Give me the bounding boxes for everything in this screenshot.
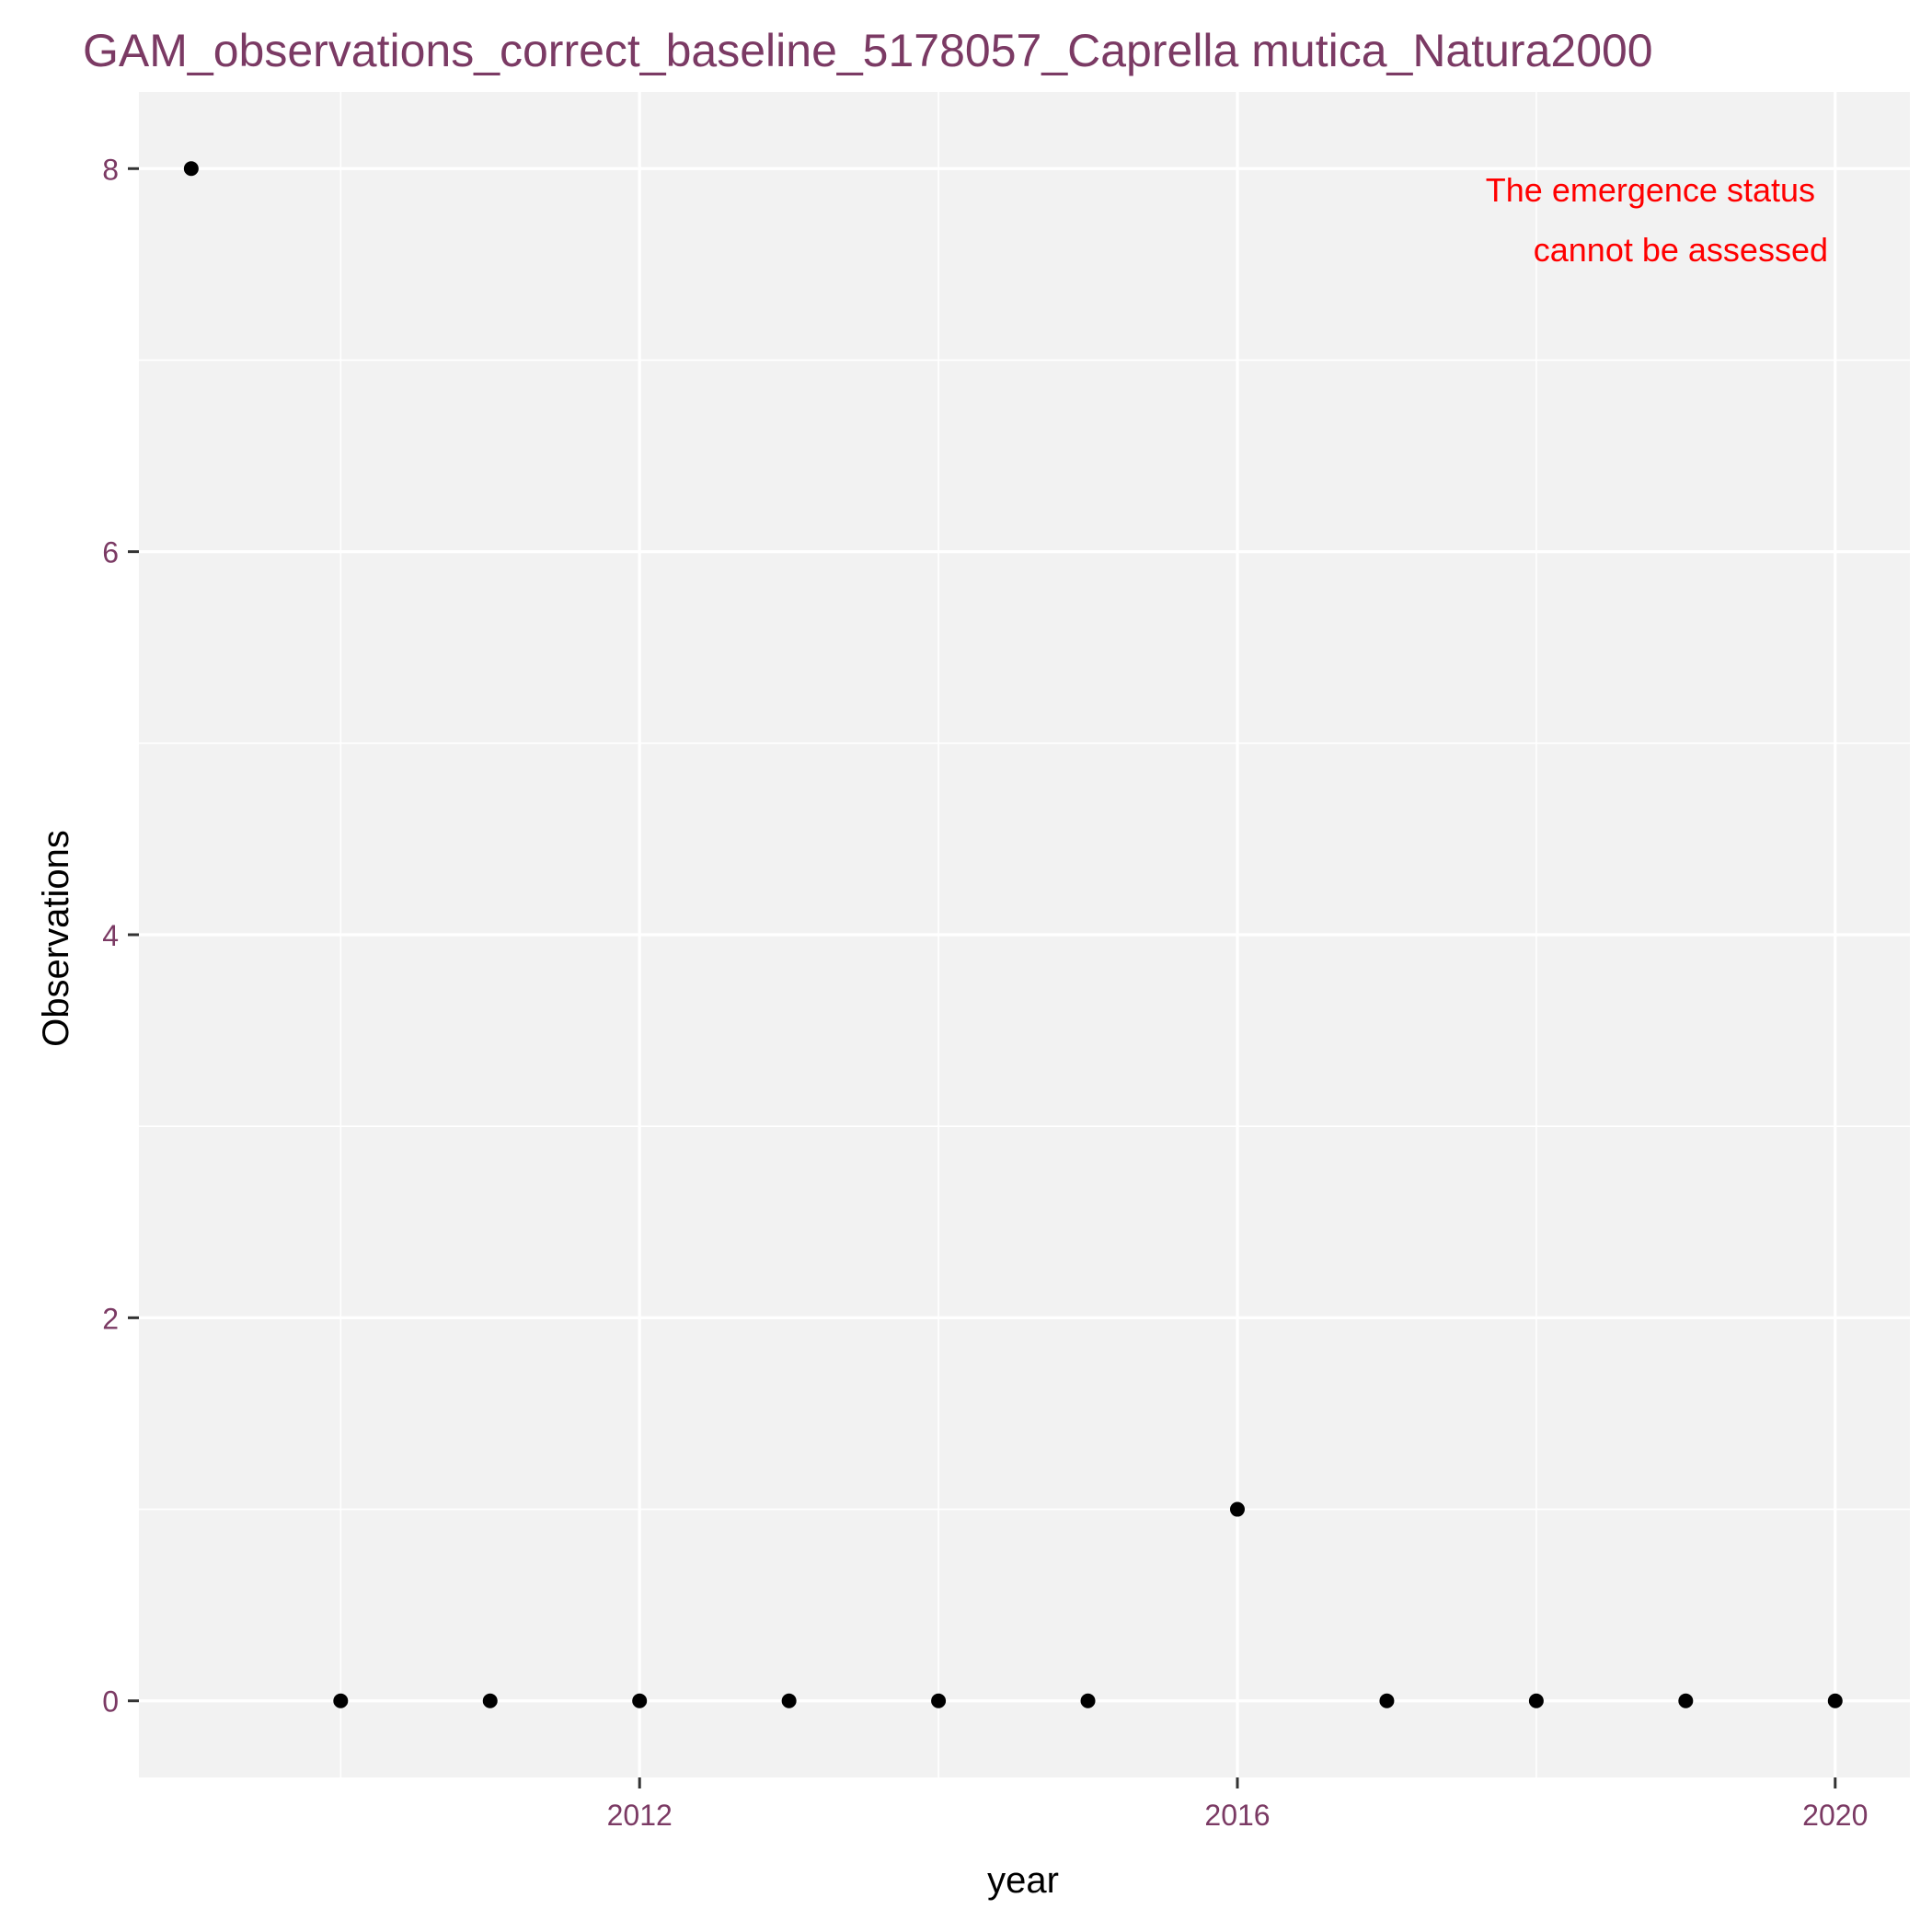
- data-point-5: [931, 1693, 947, 1708]
- major-gridlines: [139, 92, 1910, 1777]
- data-point-7: [1229, 1501, 1245, 1517]
- y-tick-label-1: 2: [102, 1302, 119, 1335]
- data-points: [183, 161, 1843, 1708]
- data-point-0: [183, 161, 199, 177]
- x-tick-label-1: 2016: [1204, 1799, 1270, 1832]
- annotation-line-1: The emergence status: [1486, 171, 1815, 209]
- x-tick-label-2: 2020: [1802, 1799, 1868, 1832]
- data-point-10: [1678, 1693, 1694, 1708]
- data-point-6: [1080, 1693, 1096, 1708]
- data-point-11: [1827, 1693, 1843, 1708]
- data-point-4: [781, 1693, 797, 1708]
- y-tick-label-4: 8: [102, 153, 119, 186]
- axis-ticks: [128, 167, 1837, 1788]
- x-tick-label-0: 2012: [607, 1799, 673, 1832]
- annotation-line-2: cannot be assessed: [1534, 231, 1828, 269]
- data-point-1: [333, 1693, 349, 1708]
- data-point-2: [482, 1693, 498, 1708]
- chart-title: GAM_observations_correct_baseline_517805…: [83, 25, 1653, 76]
- y-tick-label-3: 6: [102, 536, 119, 569]
- tick-labels: 2012 2016 2020 0 2 4 6 8: [102, 153, 1868, 1832]
- data-point-9: [1528, 1693, 1544, 1708]
- data-point-8: [1379, 1693, 1395, 1708]
- x-axis-title: year: [987, 1860, 1059, 1901]
- y-tick-label-0: 0: [102, 1685, 119, 1719]
- y-tick-label-2: 4: [102, 919, 119, 952]
- y-axis-title: Observations: [36, 830, 76, 1047]
- data-point-3: [632, 1693, 648, 1708]
